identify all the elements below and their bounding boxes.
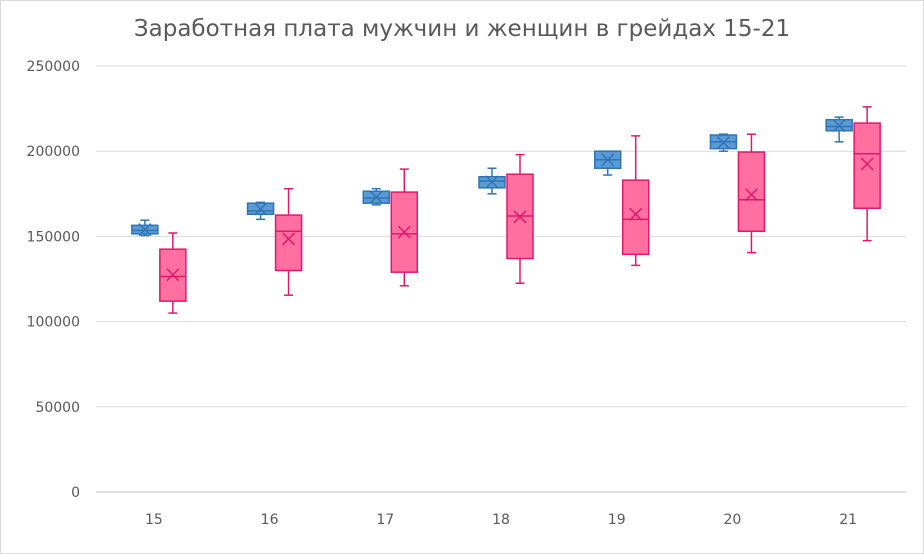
y-tick-label-100000: 100000 (27, 315, 80, 331)
mean-marker-b (629, 207, 643, 221)
y-tick-label-200000: 200000 (27, 144, 80, 160)
box-men-15 (131, 219, 159, 237)
x-tick-label-15: 15 (145, 512, 163, 528)
mean-marker-b (601, 153, 615, 167)
box-men-20 (709, 133, 738, 152)
mean-marker-b (485, 175, 499, 189)
mean-marker-b (166, 268, 180, 282)
chart-title: Заработная плата мужчин и женщин в грейд… (133, 16, 791, 42)
mean-marker-b (138, 223, 152, 237)
mean-marker-b (832, 119, 846, 133)
box-women-17 (390, 168, 419, 287)
gridlines (96, 65, 906, 493)
box-women-19 (621, 135, 650, 267)
box-series (131, 106, 881, 314)
box-women-16 (274, 187, 303, 296)
box-iqr (737, 151, 766, 233)
x-tick-label-21: 21 (839, 512, 857, 528)
box-women-18 (506, 153, 534, 285)
x-axis-tick-labels: 15 16 17 18 19 20 21 (145, 512, 857, 528)
mean-marker-b (254, 202, 268, 216)
mean-marker-b (860, 157, 874, 171)
mean-marker-b (513, 210, 527, 224)
mean-marker-b (397, 225, 411, 239)
x-tick-label-18: 18 (492, 512, 510, 528)
mean-marker-b (369, 190, 383, 204)
y-tick-label-0: 0 (71, 485, 80, 501)
box-iqr (853, 122, 881, 210)
y-tick-label-250000: 250000 (27, 59, 80, 75)
box-men-16 (246, 201, 275, 221)
y-tick-label-50000: 50000 (35, 400, 80, 416)
mean-marker-b (282, 232, 296, 246)
y-tick-label-150000: 150000 (27, 229, 80, 245)
box-iqr (274, 214, 303, 272)
box-women-20 (737, 133, 766, 254)
x-tick-label-20: 20 (724, 512, 742, 528)
mean-marker-b (744, 188, 758, 202)
x-tick-label-16: 16 (261, 512, 279, 528)
box-women-15 (159, 232, 187, 314)
box-men-19 (593, 150, 622, 176)
mean-marker-b (716, 136, 730, 150)
box-iqr (621, 179, 650, 256)
box-women-21 (853, 106, 881, 242)
box-men-17 (362, 187, 391, 206)
y-axis-tick-labels: 0 50000 100000 150000 200000 250000 (27, 59, 80, 501)
box-men-18 (478, 167, 506, 195)
box-men-21 (825, 116, 853, 143)
x-tick-label-19: 19 (608, 512, 626, 528)
x-tick-label-17: 17 (376, 512, 394, 528)
